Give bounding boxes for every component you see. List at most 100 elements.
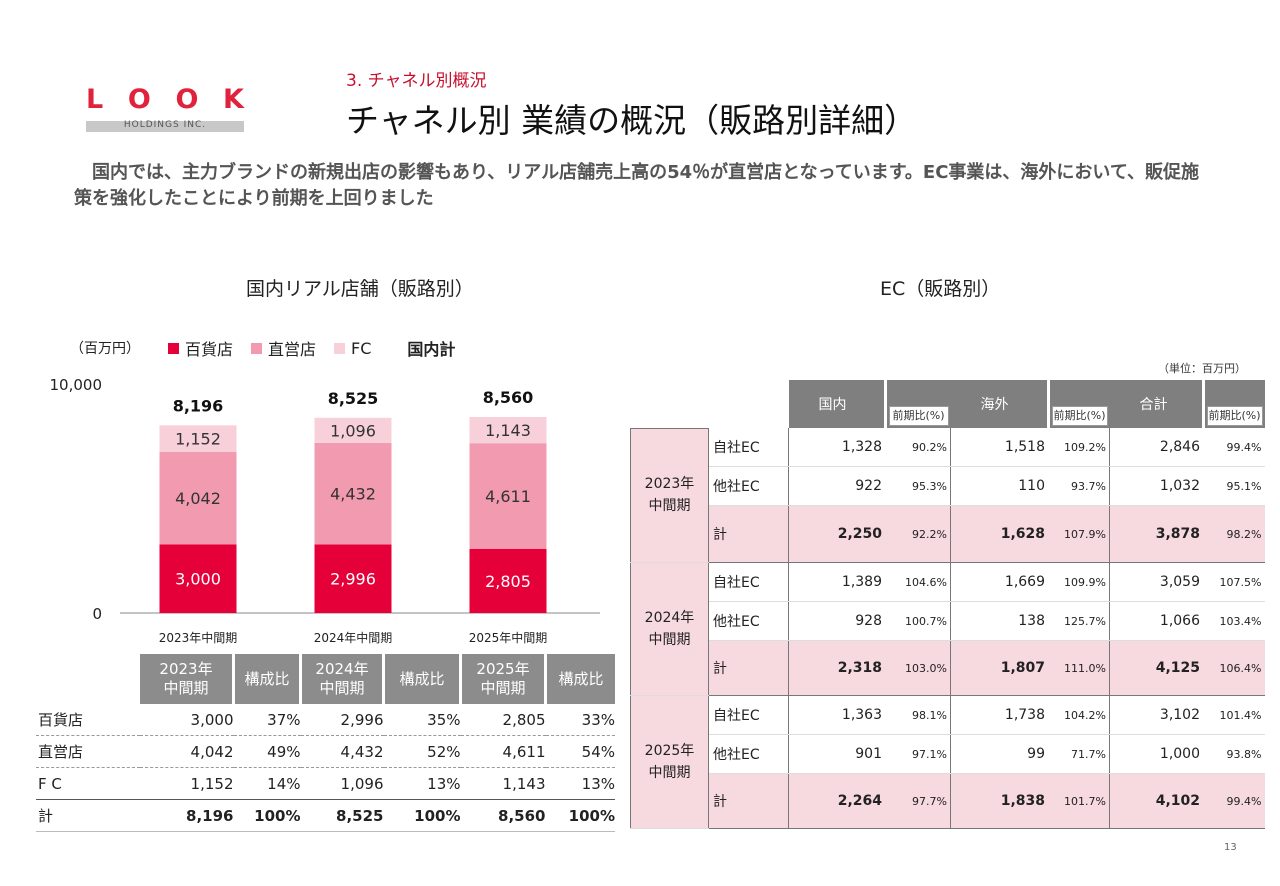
row-label: 計	[708, 640, 789, 696]
cell: 100%	[233, 799, 301, 832]
cell: 92.2%	[885, 505, 951, 563]
cell: 2,264	[788, 773, 885, 829]
bar-value-label: 1,143	[485, 421, 531, 440]
logo-letters: L O O K	[86, 84, 244, 115]
cell: 8,196	[140, 799, 234, 832]
legend-item-direct: 直営店	[251, 336, 316, 360]
cell: 110	[950, 466, 1048, 506]
row-label: 他社EC	[708, 734, 789, 774]
legend-swatch	[168, 342, 179, 354]
cell: 8,525	[300, 799, 384, 832]
cell: 138	[950, 601, 1048, 641]
cell: 2,250	[788, 505, 885, 563]
cell: 95.1%	[1203, 466, 1265, 506]
bar-segment	[159, 451, 237, 545]
ec-header-overseas: 海外	[950, 380, 1050, 428]
cell: 2,318	[788, 640, 885, 696]
ec-subheader: 前期比(%)	[1203, 380, 1265, 428]
table-row: 百貨店 3,000 37% 2,996 35% 2,805 33%	[36, 704, 615, 736]
legend-item-department: 百貨店	[168, 336, 233, 360]
bar-segment	[314, 417, 392, 443]
bar-segment	[314, 442, 392, 545]
real-store-table: 2023年 中間期 構成比 2024年 中間期 構成比 2025年 中間期 構成…	[36, 654, 615, 832]
row-label: 計	[36, 799, 140, 832]
stacked-bar-chart: 0 10,000 3,000 4,042 1,152 8,196 2023年中間期 2,996…	[50, 376, 600, 645]
table-row: F C 1,152 14% 1,096 13% 1,143 13%	[36, 767, 615, 800]
row-label: 自社EC	[708, 428, 789, 467]
cell: 103.4%	[1203, 601, 1265, 641]
cell: 3,102	[1109, 695, 1203, 735]
cell: 97.7%	[885, 773, 951, 829]
cell: 99.4%	[1203, 773, 1265, 829]
ec-header-total: 合計	[1109, 380, 1205, 428]
cell: 103.0%	[885, 640, 951, 696]
period-label: 2023年 中間期	[630, 427, 709, 563]
cell: 49%	[233, 735, 301, 768]
row-label: 計	[708, 773, 789, 829]
company-logo: L O O K HOLDINGS INC.	[86, 84, 244, 132]
y-tick-label: 0	[92, 605, 102, 623]
bar-value-label: 4,611	[485, 487, 531, 506]
cell: 1,066	[1109, 601, 1203, 641]
cell: 111.0%	[1048, 640, 1110, 696]
cell: 4,432	[300, 735, 384, 768]
table-row: 2024年 中間期 自社EC 1,389 104.6% 1,669 109.9%…	[630, 562, 1265, 696]
bar-value-label: 1,096	[330, 421, 376, 440]
cell: 2,846	[1109, 428, 1203, 467]
bar-segment	[469, 548, 547, 613]
ec-unit-label: （単位：百万円）	[1158, 362, 1246, 375]
cell: 93.7%	[1048, 466, 1110, 506]
cell: 2,996	[300, 704, 384, 736]
row-label: 自社EC	[708, 562, 789, 602]
period-label: 2025年 中間期	[630, 695, 709, 829]
legend-label: 百貨店	[185, 340, 234, 359]
bar-segment	[159, 544, 237, 613]
cell: 8,560	[460, 799, 546, 832]
chart-legend: （百万円） 百貨店 直営店 FC 国内計	[70, 336, 455, 360]
table-corner	[631, 380, 709, 428]
cell: 98.2%	[1203, 505, 1265, 563]
x-category-label: 2025年中間期	[469, 630, 548, 645]
bar-segment	[159, 425, 237, 452]
bar-value-label: 1,152	[175, 430, 221, 449]
cell: 52%	[383, 735, 461, 768]
bar-value-label: 4,042	[175, 489, 221, 508]
logo-letter: L	[86, 84, 104, 115]
table-header: 構成比	[545, 654, 615, 704]
cell: 37%	[233, 704, 301, 736]
cell: 2,805	[460, 704, 546, 736]
row-label: F C	[36, 767, 140, 800]
legend-item-fc: FC	[334, 339, 371, 358]
cell: 1,363	[788, 695, 885, 735]
bar-value-label: 3,000	[175, 570, 221, 589]
chart-title: 国内リアル店舗（販路別）	[246, 278, 474, 300]
cell: 4,042	[140, 735, 234, 768]
cell: 3,000	[140, 704, 234, 736]
cell: 901	[788, 734, 885, 774]
cell: 93.8%	[1203, 734, 1265, 774]
cell: 109.2%	[1048, 428, 1110, 467]
table-row: 他社EC 922 95.3% 110 93.7% 1,032 95.1%	[631, 466, 1265, 506]
table-row: 2025年 中間期 自社EC 1,363 98.1% 1,738 104.2% …	[630, 695, 1265, 829]
cell: 1,838	[950, 773, 1048, 829]
logo-letter: K	[223, 84, 244, 115]
cell: 4,125	[1109, 640, 1203, 696]
legend-label: FC	[351, 338, 372, 358]
table-total-row: 計 8,196 100% 8,525 100% 8,560 100%	[36, 799, 615, 832]
bar-segment	[469, 416, 547, 444]
legend-total-label: 国内計	[407, 340, 456, 359]
table-header: 構成比	[233, 654, 302, 704]
cell: 107.5%	[1203, 562, 1265, 602]
cell: 1,328	[788, 428, 885, 467]
table-header: 2024年 中間期	[300, 654, 385, 704]
legend-swatch	[334, 342, 346, 354]
bar-value-label: 2,996	[330, 570, 376, 589]
ec-subheader: 前期比(%)	[885, 380, 951, 428]
cell: 3,878	[1109, 505, 1203, 563]
table-total-row: 計 2,250 92.2% 1,628 107.9% 3,878 98.2%	[631, 505, 1265, 563]
cell: 1,628	[950, 505, 1048, 563]
cell: 1,807	[950, 640, 1048, 696]
row-label: 計	[708, 505, 789, 563]
ec-table-title: EC（販路別）	[880, 278, 1001, 300]
cell: 13%	[545, 767, 615, 800]
